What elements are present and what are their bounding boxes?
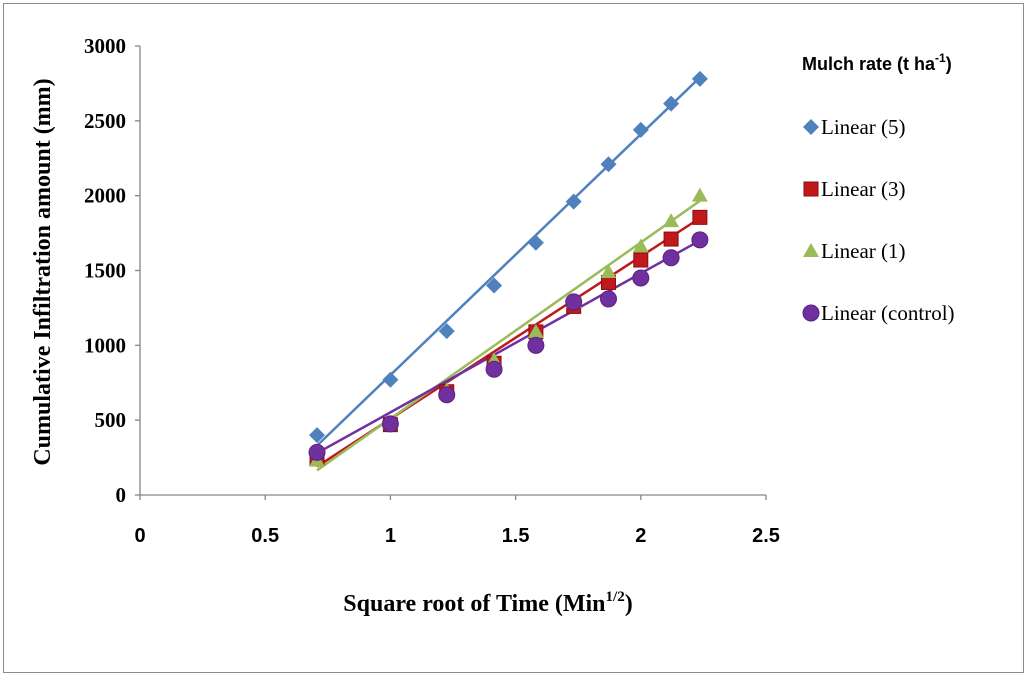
- legend-marker-linear-control: [802, 304, 820, 322]
- x-tick-label: 2: [635, 525, 646, 547]
- point-linear-5: [438, 323, 455, 340]
- point-linear-5: [309, 427, 326, 444]
- point-linear-control: [485, 360, 503, 378]
- trendline-linear-5: [316, 76, 701, 447]
- x-tick-label: 1.5: [502, 525, 530, 547]
- point-linear-5: [663, 95, 680, 112]
- point-linear-control: [599, 290, 617, 308]
- legend-title-sup: -1: [935, 51, 946, 65]
- legend-marker-linear-3: [803, 181, 819, 197]
- point-linear-control: [632, 269, 650, 287]
- point-linear-1: [691, 187, 708, 202]
- point-linear-control: [308, 443, 326, 461]
- legend-marker-linear-5: [803, 119, 819, 135]
- point-linear-5: [382, 371, 399, 388]
- x-tick-label: 1: [385, 525, 396, 547]
- point-linear-5: [486, 277, 503, 294]
- point-linear-5: [565, 193, 582, 210]
- point-linear-3: [663, 231, 679, 247]
- y-tick-label: 1000: [84, 333, 126, 357]
- point-linear-3: [633, 252, 649, 268]
- legend-label-linear-control: Linear (control): [821, 301, 955, 325]
- axes: [135, 45, 767, 500]
- point-linear-control: [527, 336, 545, 354]
- x-axis-title: Square root of Time (Min1/2): [343, 589, 632, 617]
- y-axis-title: Cumulative Infiltration amount (mm): [30, 78, 56, 465]
- data-markers: [308, 70, 709, 467]
- point-linear-5: [691, 70, 708, 87]
- y-tick-label: 0: [116, 483, 127, 507]
- x-tick-label: 2.5: [752, 525, 780, 547]
- point-linear-5: [600, 156, 617, 173]
- y-tick-label: 1500: [84, 259, 126, 283]
- x-axis-title-end: ): [625, 591, 633, 617]
- legend-title-main: Mulch rate (t ha: [802, 54, 936, 74]
- point-linear-control: [662, 249, 680, 267]
- y-tick-label: 2500: [84, 109, 126, 133]
- x-axis-title-main: Square root of Time (Min: [343, 591, 605, 617]
- x-tick-label: 0.5: [251, 525, 279, 547]
- point-linear-control: [438, 386, 456, 404]
- point-linear-1: [663, 213, 680, 228]
- point-linear-control: [565, 293, 583, 311]
- legend-label-linear-3: Linear (3): [821, 177, 906, 201]
- point-linear-1: [527, 323, 544, 338]
- point-linear-control: [691, 231, 709, 249]
- legend-items: Linear (5) Linear (3) Linear (1) Linear (co…: [802, 115, 955, 325]
- legend-marker-linear-1: [803, 243, 819, 257]
- legend-title-end: ): [946, 54, 952, 74]
- point-linear-5: [632, 121, 649, 138]
- point-linear-control: [381, 415, 399, 433]
- point-linear-3: [692, 209, 708, 225]
- point-linear-1: [632, 238, 649, 253]
- y-tick-label: 500: [95, 408, 127, 432]
- legend-label-linear-5: Linear (5): [821, 115, 906, 139]
- point-linear-1: [600, 263, 617, 278]
- y-tick-label: 2000: [84, 184, 126, 208]
- tick-labels: 0 500 1000 1500 2000 2500 3000 0 0.5 1 1.5 2 2.5: [84, 34, 780, 547]
- legend: Mulch rate (t ha-1) Linear (5) Linear (3)…: [802, 51, 955, 325]
- y-tick-label: 3000: [84, 34, 126, 58]
- x-axis-title-sup: 1/2: [606, 589, 625, 605]
- x-tick-label: 0: [134, 525, 145, 547]
- legend-label-linear-1: Linear (1): [821, 239, 906, 263]
- trendline-linear-1: [316, 199, 701, 472]
- legend-title: Mulch rate (t ha-1): [802, 51, 952, 74]
- point-linear-5: [527, 234, 544, 251]
